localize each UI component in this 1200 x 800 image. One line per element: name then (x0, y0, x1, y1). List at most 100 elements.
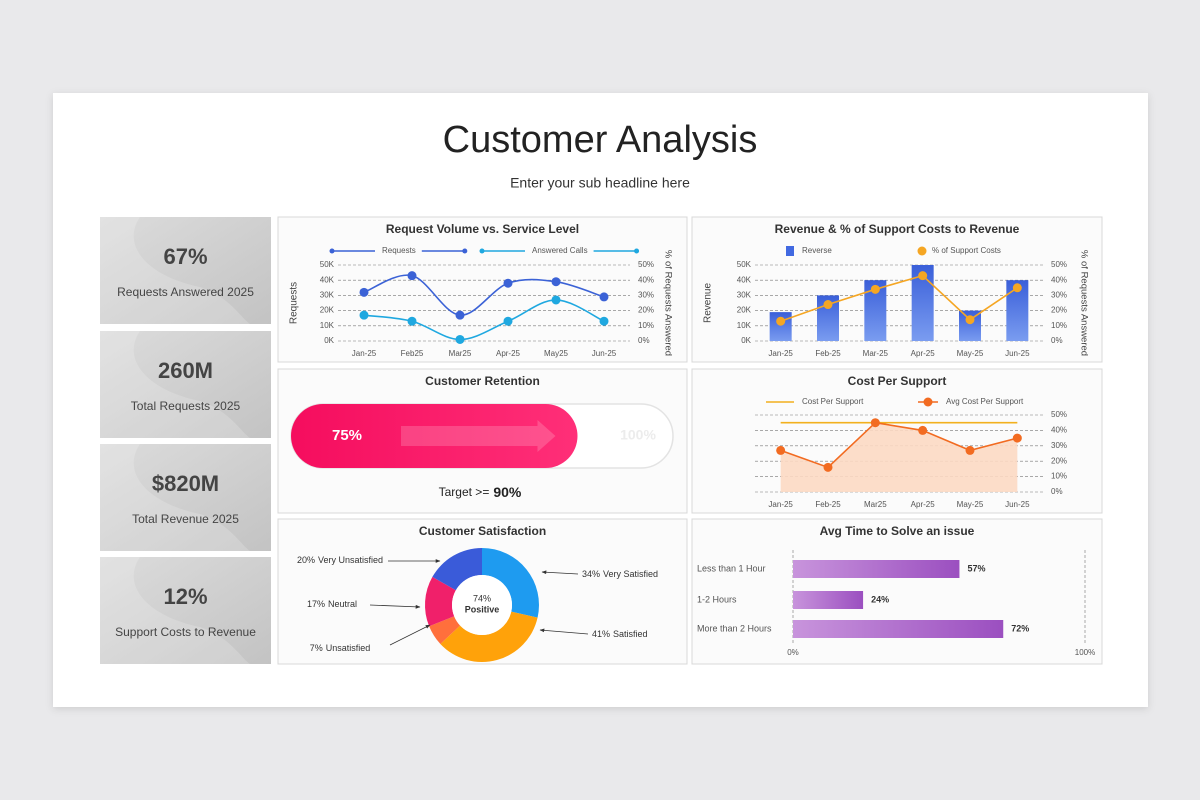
y2-tick-label: 30% (1051, 291, 1067, 300)
chart-title: Request Volume vs. Service Level (386, 222, 579, 236)
y2-tick-label: 30% (1051, 441, 1067, 450)
point (503, 278, 513, 288)
donut-hole (452, 575, 512, 635)
donut-category: Unsatisfied (326, 643, 371, 653)
donut-value-label: 7% (310, 643, 323, 653)
donut-label: 17% Neutral (307, 599, 357, 609)
point (776, 445, 786, 455)
donut-segment (429, 616, 461, 644)
y-tick-label: 40K (320, 275, 335, 284)
donut-category: Satisfied (613, 629, 648, 639)
x-tick-label: Mar25 (449, 349, 472, 358)
kpi-label: Requests Answered 2025 (117, 285, 254, 299)
value-label: 57% (967, 563, 985, 573)
legend-marker (329, 248, 335, 254)
kpi-decor (100, 444, 250, 551)
x-tick-label: May-25 (957, 349, 984, 358)
donut-arrow (369, 604, 421, 609)
point (551, 277, 561, 287)
kpi-card (100, 217, 271, 324)
progress-value-label: 75% (332, 427, 362, 444)
donut-value-label: 34% (582, 569, 600, 579)
progress-arrow (401, 420, 556, 452)
y2-tick-label: 40% (1051, 275, 1067, 284)
donut-center-label: Positive (465, 604, 500, 614)
legend-label: Requests (382, 246, 416, 255)
x-tick-label: Feb-25 (815, 349, 841, 358)
kpi-label: Support Costs to Revenue (115, 625, 256, 639)
series-line (780, 421, 1018, 469)
y-axis-title: Requests (289, 282, 300, 324)
point (823, 462, 833, 472)
point (599, 316, 609, 326)
x-tick-label: Jun-25 (1005, 500, 1030, 509)
y-tick-label: 50K (737, 260, 752, 269)
y2-tick-label: 0% (1051, 487, 1063, 496)
point (918, 425, 928, 435)
kpi-card (100, 331, 271, 438)
subtitle: Enter your sub headline here (510, 175, 690, 191)
donut-segment (440, 611, 538, 662)
y-tick-label: 30K (737, 291, 752, 300)
target-value: 90% (493, 484, 522, 500)
point (965, 315, 975, 325)
value-label: 72% (1011, 623, 1029, 633)
y2-tick-label: 30% (638, 291, 654, 300)
kpi-decor (100, 217, 250, 324)
bar (793, 591, 864, 609)
point (455, 334, 465, 344)
point (599, 292, 609, 302)
point (870, 284, 880, 294)
panel (691, 216, 1103, 363)
category-label: More than 2 Hours (697, 623, 772, 633)
legend-marker (634, 248, 640, 254)
x-tick-label: 0% (787, 648, 799, 657)
donut-arrow (389, 624, 431, 646)
point (1012, 283, 1022, 293)
donut-value-label: 20% (297, 555, 315, 565)
point (1012, 433, 1022, 443)
legend-label: Answered Calls (532, 246, 588, 255)
progress-max-label: 100% (620, 427, 656, 443)
donut-label: 7% Unsatisfied (310, 643, 371, 653)
donut-label: 20% Very Unsatisfied (297, 555, 383, 565)
donut-category: Very Unsatisfied (318, 555, 383, 565)
kpi-value: 260M (158, 358, 213, 383)
y2-tick-label: 10% (1051, 472, 1067, 481)
y2-tick-label: 20% (1051, 456, 1067, 465)
donut-segment (432, 548, 482, 591)
y-tick-label: 10K (320, 321, 335, 330)
y2-tick-label: 20% (638, 306, 654, 315)
x-tick-label: Jun-25 (592, 349, 617, 358)
y2-tick-label: 50% (1051, 410, 1067, 419)
chart-title: Cost Per Support (848, 374, 947, 388)
y-axis-title: Revenue (703, 283, 714, 323)
point (503, 316, 513, 326)
x-tick-label: Apr-25 (496, 349, 521, 358)
point (776, 316, 786, 326)
bar (1006, 280, 1029, 341)
y-tick-label: 50K (320, 260, 335, 269)
bar (864, 280, 887, 341)
panel (691, 518, 1103, 665)
legend-label: Cost Per Support (802, 397, 864, 406)
legend-marker (479, 248, 485, 254)
x-tick-label: Mar25 (864, 500, 887, 509)
kpi-value: $820M (152, 471, 219, 496)
x-tick-label: Jun-25 (1005, 349, 1030, 358)
legend-marker (923, 397, 933, 407)
x-tick-label: Apr-25 (911, 349, 936, 358)
donut-center-value: 74% (473, 593, 491, 603)
point (918, 271, 928, 281)
legend-marker (917, 246, 927, 256)
kpi-value: 67% (163, 244, 207, 269)
donut-arrow (541, 570, 579, 575)
legend-marker (462, 248, 468, 254)
donut-category: Neutral (328, 599, 357, 609)
point (551, 295, 561, 305)
x-tick-label: Jan-25 (352, 349, 377, 358)
point (359, 287, 369, 297)
y-tick-label: 0K (324, 336, 334, 345)
donut-category: Very Satisfied (603, 569, 658, 579)
